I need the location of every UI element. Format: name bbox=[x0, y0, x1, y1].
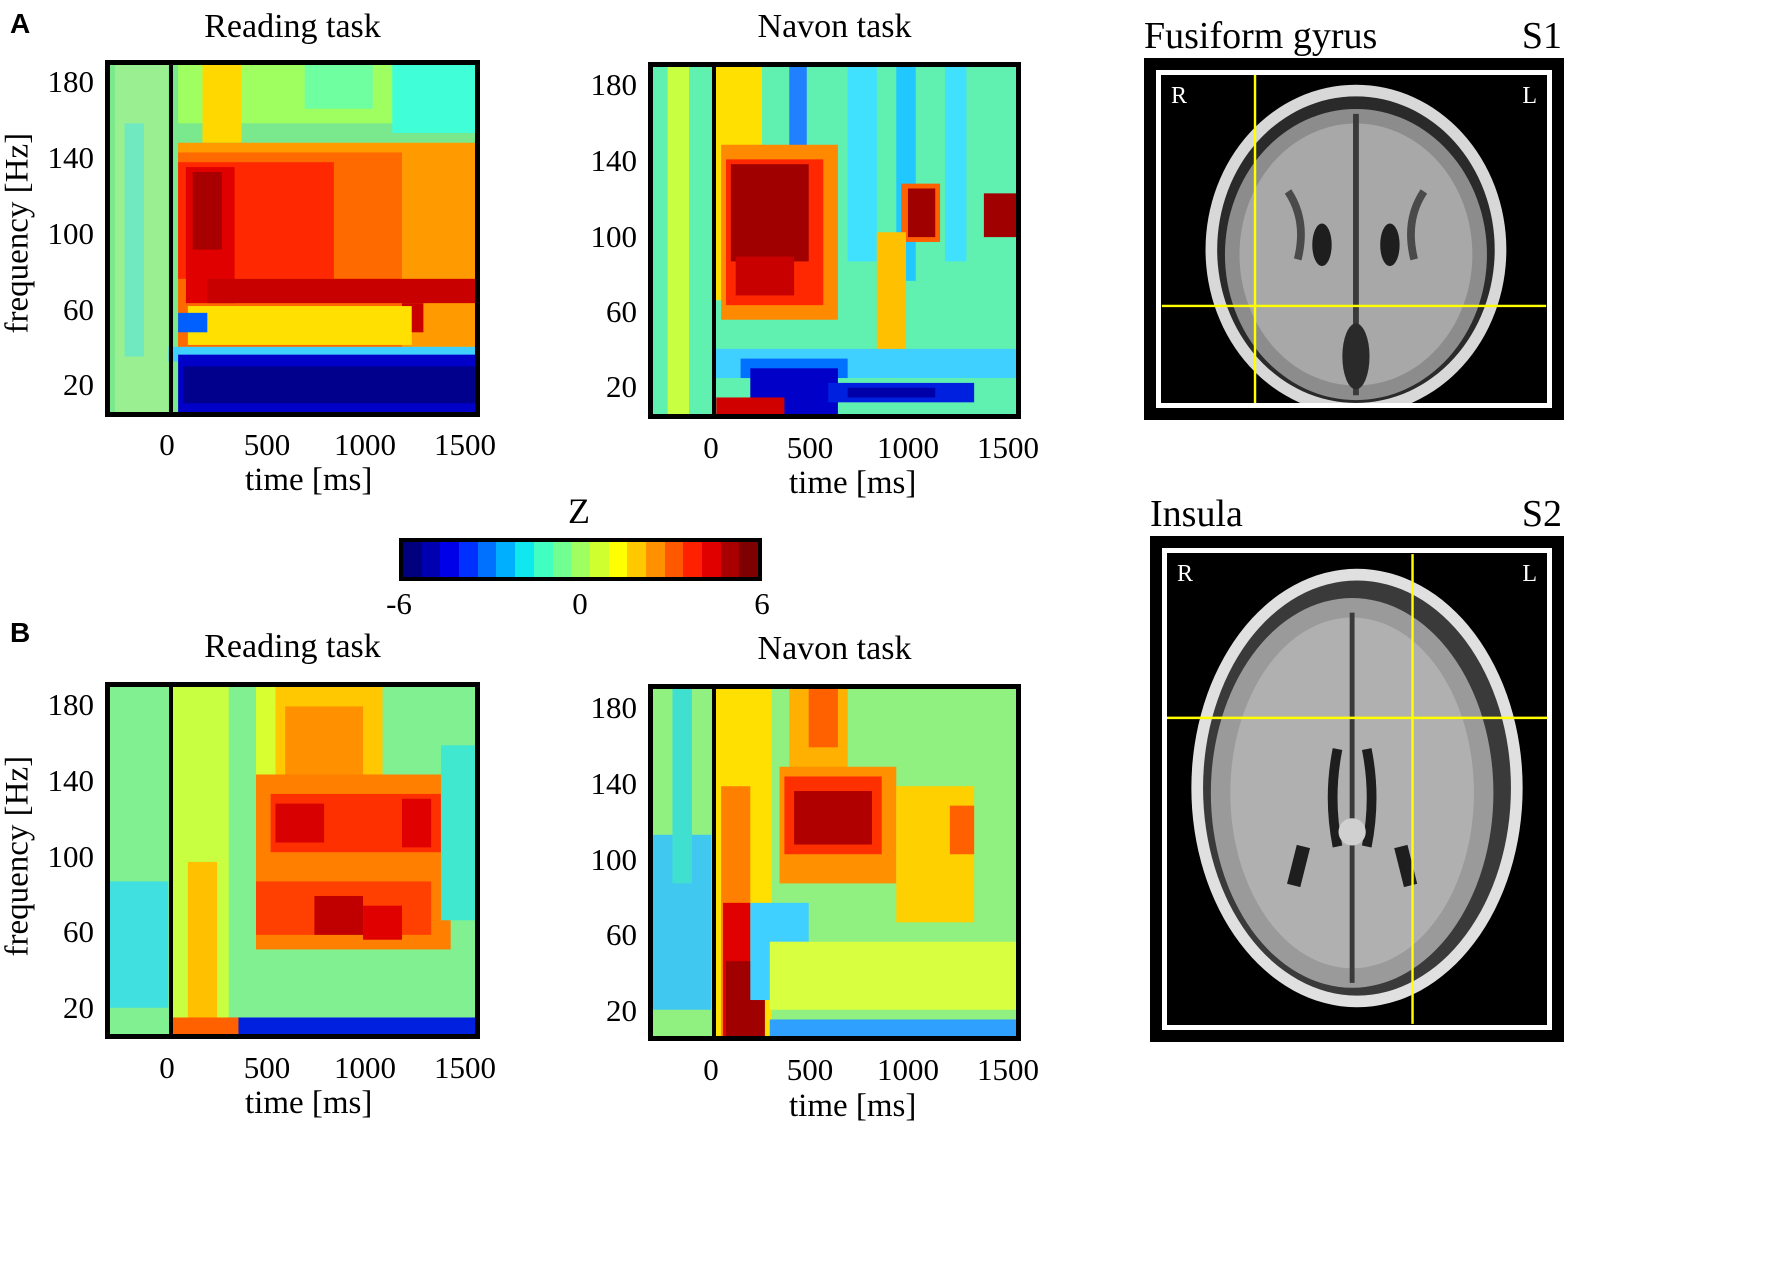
x-tick-label: 500 bbox=[786, 1052, 834, 1087]
stimulus-onset-line bbox=[169, 65, 173, 412]
colorbar-swatch bbox=[627, 542, 646, 577]
x-tick-label: 1500 bbox=[977, 430, 1039, 465]
mri-region-title: Fusiform gyrus bbox=[1144, 15, 1378, 57]
orientation-label-right: R bbox=[1177, 561, 1194, 587]
colorbar-swatch bbox=[440, 542, 460, 577]
stimulus-onset-line bbox=[712, 67, 716, 414]
y-tick-label: 180 bbox=[590, 67, 638, 102]
mri-region-title: Insula bbox=[1150, 493, 1243, 535]
plot-title: Reading task bbox=[204, 628, 381, 665]
stimulus-onset-line bbox=[169, 687, 173, 1034]
y-tick-label: 60 bbox=[606, 294, 637, 329]
y-tick-label: 140 bbox=[47, 140, 95, 175]
y-tick-label: 100 bbox=[590, 842, 638, 877]
y-tick-label: 60 bbox=[63, 292, 94, 327]
y-tick-label: 180 bbox=[590, 690, 638, 725]
y-tick-label: 20 bbox=[63, 990, 94, 1025]
y-tick-label: 60 bbox=[606, 917, 637, 952]
x-tick-label: 1000 bbox=[334, 1050, 396, 1085]
heatmap-b-navon bbox=[648, 684, 1021, 1041]
x-tick-label: 1500 bbox=[434, 427, 496, 462]
x-axis-label: time [ms] bbox=[245, 462, 373, 498]
heatmap-canvas bbox=[110, 687, 475, 1034]
colorbar-swatch bbox=[552, 542, 572, 577]
x-tick-label: 0 bbox=[703, 1052, 719, 1087]
orientation-label-left: L bbox=[1522, 561, 1537, 587]
colorbar-swatch bbox=[571, 542, 590, 577]
orientation-label-left: L bbox=[1522, 83, 1537, 109]
colorbar-max-label: 6 bbox=[754, 586, 770, 621]
brain-coronal-icon bbox=[1161, 75, 1547, 403]
panel-label-b: B bbox=[10, 617, 31, 648]
colorbar-swatch bbox=[421, 542, 441, 577]
colorbar-label: Z bbox=[568, 491, 590, 531]
colorbar-swatch bbox=[403, 542, 422, 577]
plot-title: Navon task bbox=[757, 8, 912, 45]
mri-subject-label: S2 bbox=[1521, 493, 1562, 535]
x-tick-label: 500 bbox=[243, 1050, 291, 1085]
y-tick-label: 140 bbox=[590, 143, 638, 178]
heatmap-canvas bbox=[110, 65, 475, 412]
colorbar-swatch bbox=[720, 542, 740, 577]
colorbar-swatch bbox=[702, 542, 721, 577]
colorbar-swatch bbox=[683, 542, 702, 577]
x-tick-label: 1500 bbox=[977, 1052, 1039, 1087]
colorbar-swatch bbox=[739, 542, 759, 577]
heatmap-b-reading bbox=[105, 682, 480, 1039]
colorbar-min-label: -6 bbox=[386, 586, 412, 621]
y-tick-label: 100 bbox=[47, 839, 95, 874]
heatmap-a-navon bbox=[648, 62, 1021, 419]
mri-axial-image: R L bbox=[1150, 536, 1564, 1042]
colorbar-swatch bbox=[459, 542, 478, 577]
plot-title: Reading task bbox=[204, 8, 381, 45]
colorbar-swatch bbox=[533, 542, 553, 577]
y-tick-label: 140 bbox=[47, 763, 95, 798]
x-tick-label: 1000 bbox=[334, 427, 396, 462]
colorbar bbox=[399, 538, 762, 581]
colorbar-swatch bbox=[645, 542, 665, 577]
y-tick-label: 180 bbox=[47, 64, 95, 99]
colorbar-mid-label: 0 bbox=[572, 586, 588, 621]
plot-title: Navon task bbox=[757, 630, 912, 667]
heatmap-canvas bbox=[653, 689, 1016, 1036]
brain-axial-icon bbox=[1167, 554, 1547, 1024]
colorbar-swatch bbox=[515, 542, 534, 577]
x-tick-label: 1000 bbox=[877, 1052, 939, 1087]
x-tick-label: 0 bbox=[159, 1050, 175, 1085]
y-tick-label: 20 bbox=[606, 993, 637, 1028]
x-axis-label: time [ms] bbox=[245, 1085, 373, 1121]
heatmap-a-reading bbox=[105, 60, 480, 417]
x-tick-label: 500 bbox=[786, 430, 834, 465]
panel-label-a: A bbox=[10, 8, 31, 39]
colorbar-swatch bbox=[608, 542, 628, 577]
colorbar-swatch bbox=[589, 542, 609, 577]
x-axis-label: time [ms] bbox=[789, 1088, 917, 1124]
x-tick-label: 500 bbox=[243, 427, 291, 462]
y-axis-label: frequency [Hz] bbox=[0, 132, 36, 334]
mri-coronal-image: R L bbox=[1144, 58, 1564, 420]
y-axis-label: frequency [Hz] bbox=[0, 755, 36, 957]
y-tick-label: 20 bbox=[606, 369, 637, 404]
stimulus-onset-line bbox=[712, 689, 716, 1036]
x-axis-label: time [ms] bbox=[789, 465, 917, 501]
x-tick-label: 1000 bbox=[877, 430, 939, 465]
colorbar-swatch bbox=[496, 542, 516, 577]
x-tick-label: 1500 bbox=[434, 1050, 496, 1085]
orientation-label-right: R bbox=[1171, 83, 1188, 109]
y-tick-label: 100 bbox=[590, 219, 638, 254]
colorbar-swatch bbox=[664, 542, 684, 577]
mri-subject-label: S1 bbox=[1521, 15, 1562, 57]
x-tick-label: 0 bbox=[159, 427, 175, 462]
x-tick-label: 0 bbox=[703, 430, 719, 465]
colorbar-swatch bbox=[477, 542, 497, 577]
heatmap-canvas bbox=[653, 67, 1016, 414]
y-tick-label: 60 bbox=[63, 914, 94, 949]
y-tick-label: 100 bbox=[47, 216, 95, 251]
y-tick-label: 140 bbox=[590, 766, 638, 801]
y-tick-label: 20 bbox=[63, 367, 94, 402]
y-tick-label: 180 bbox=[47, 687, 95, 722]
